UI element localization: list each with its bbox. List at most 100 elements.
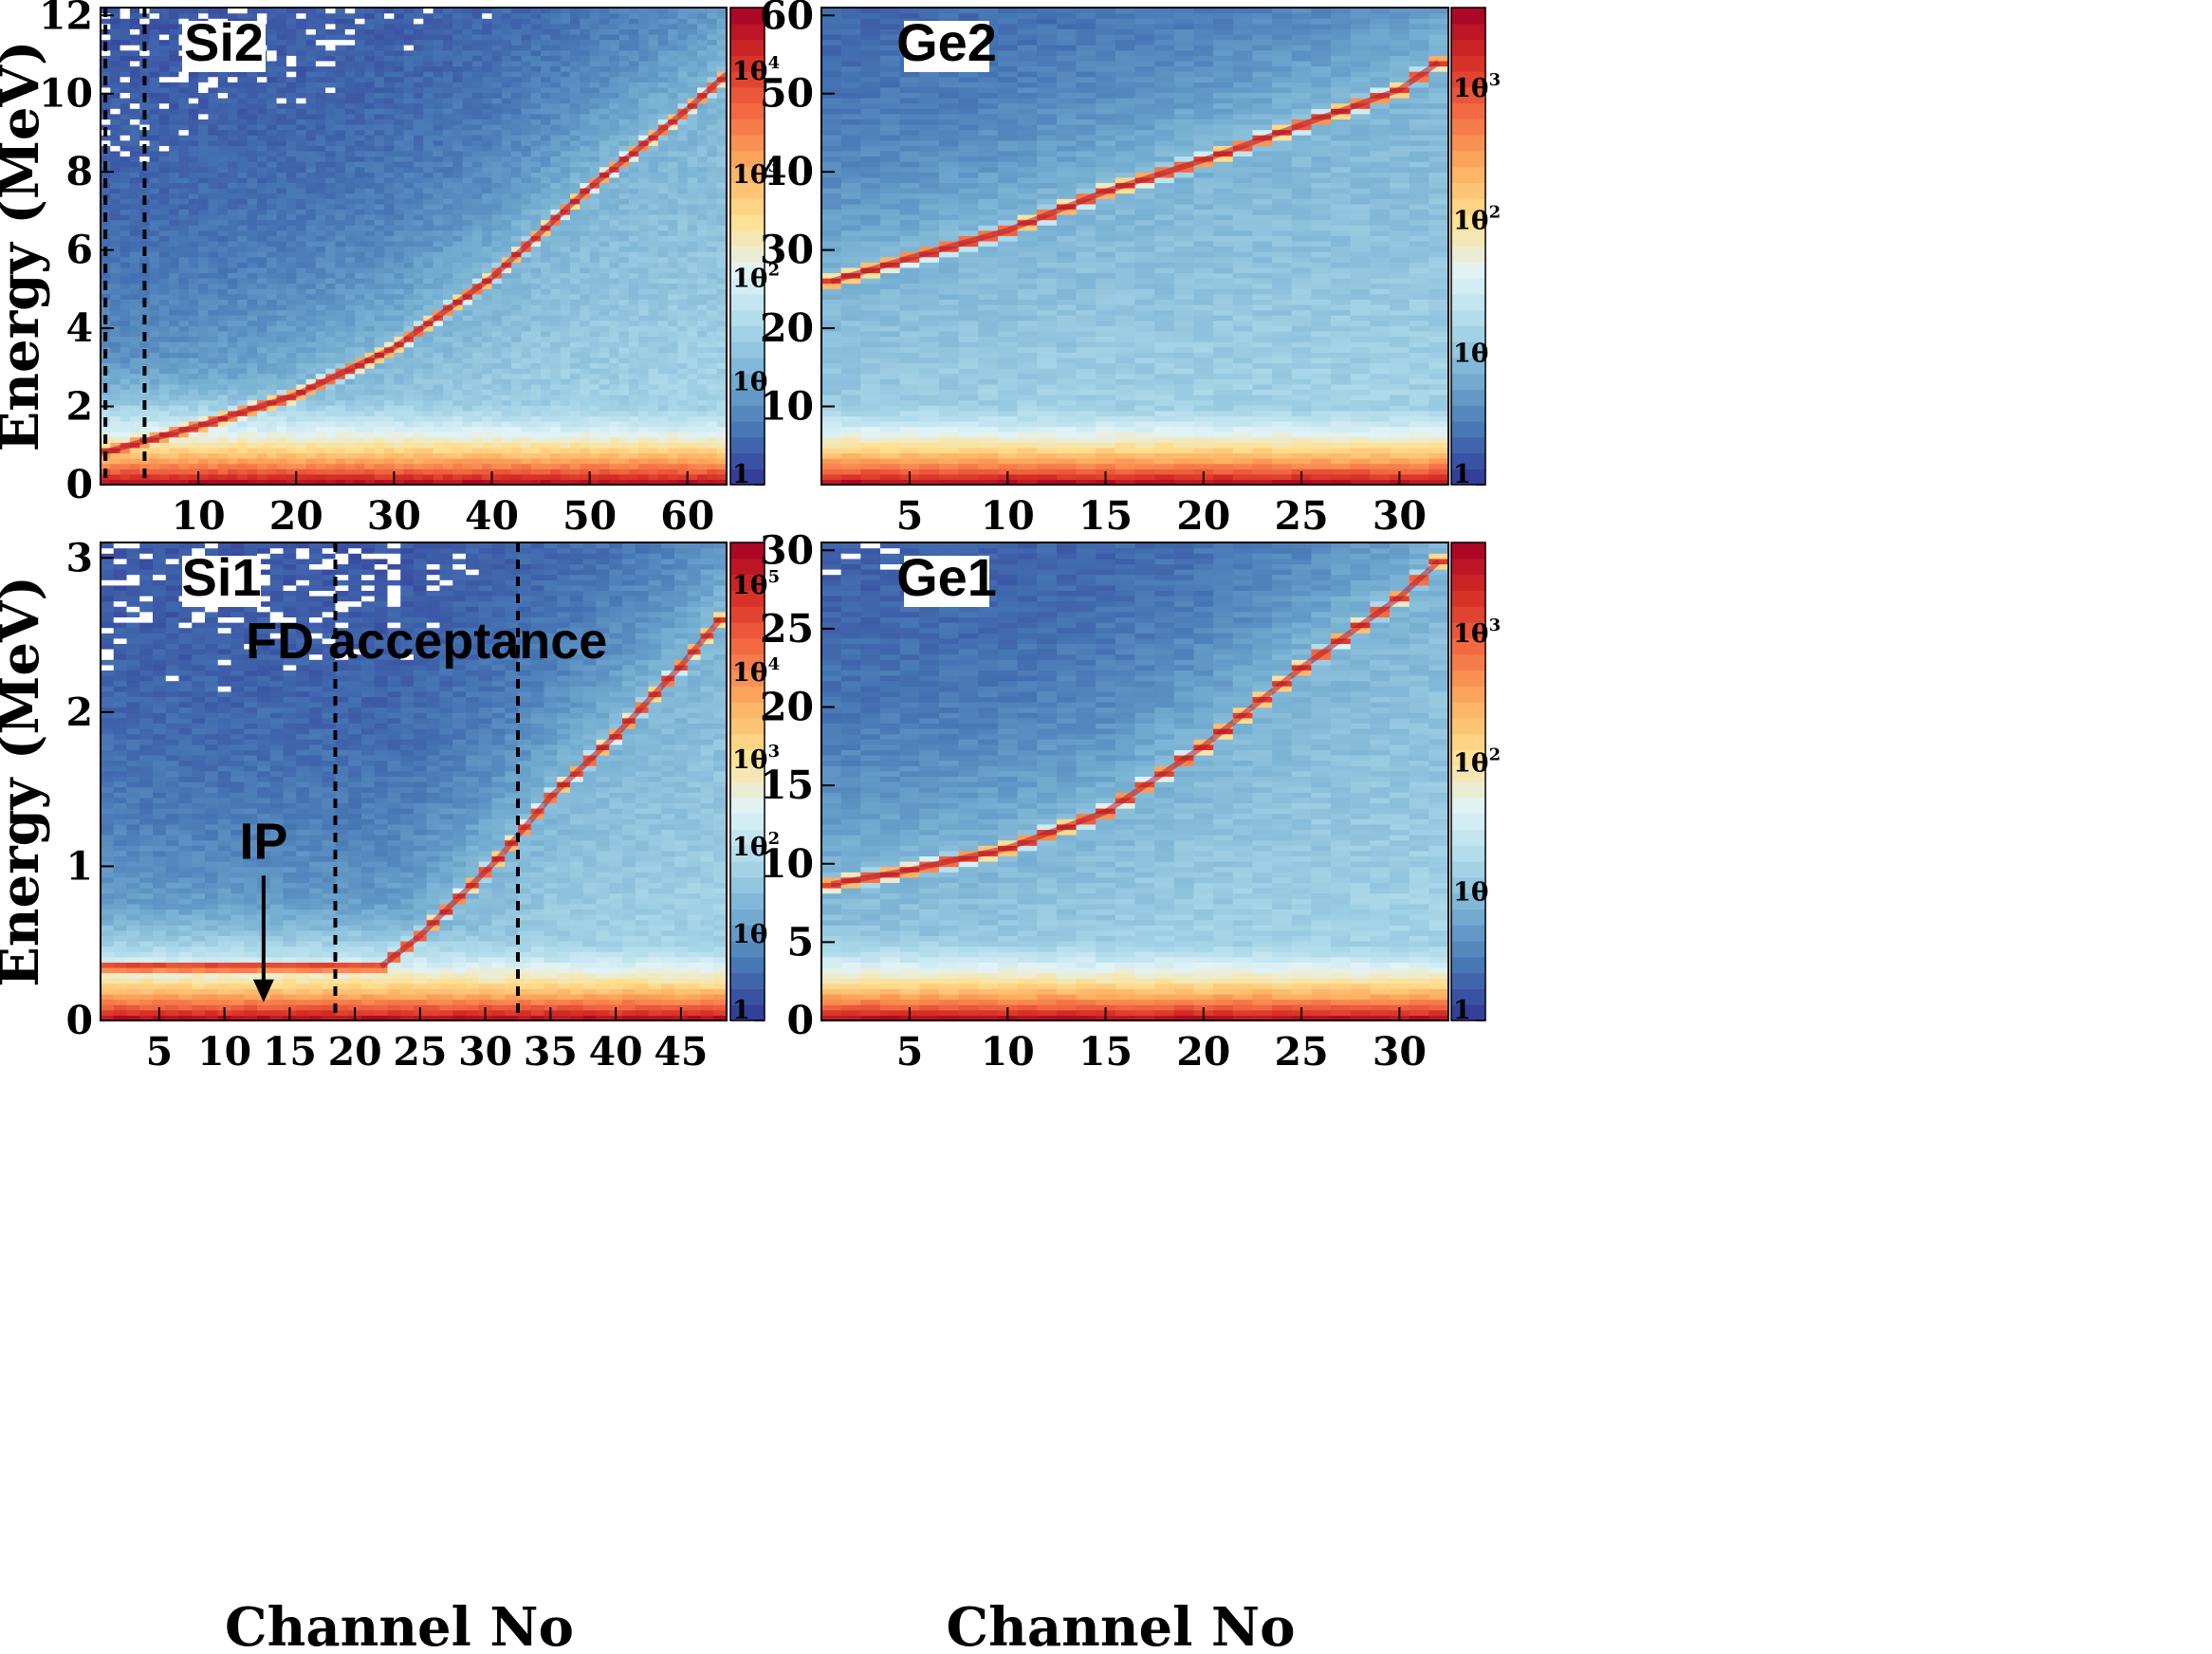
heatmap-cell <box>609 129 620 136</box>
heatmap-cell <box>403 283 415 289</box>
heatmap-cell <box>325 336 337 342</box>
heatmap-cell <box>267 225 278 231</box>
heatmap-cell <box>198 432 210 438</box>
heatmap-cell <box>198 436 210 443</box>
heatmap-cell <box>511 49 523 56</box>
heatmap-cell <box>560 166 571 173</box>
heatmap-cell <box>471 235 483 242</box>
heatmap-cell <box>129 102 140 109</box>
heatmap-cell <box>364 315 376 322</box>
heatmap-cell <box>442 150 453 157</box>
heatmap-cell <box>129 33 140 41</box>
heatmap-cell <box>129 161 140 168</box>
heatmap-cell <box>257 172 267 178</box>
heatmap-cell <box>110 166 121 173</box>
heatmap-cell <box>580 283 591 289</box>
heatmap-cell <box>374 156 385 162</box>
heatmap-cell <box>178 325 190 332</box>
heatmap-cell <box>530 23 542 29</box>
heatmap-cell <box>315 182 326 189</box>
heatmap-cell <box>609 235 620 242</box>
heatmap-cell <box>560 262 571 268</box>
heatmap-cell <box>394 410 405 416</box>
heatmap-cell <box>315 161 326 168</box>
heatmap-cell <box>374 102 385 109</box>
heatmap-cell <box>325 12 337 19</box>
heatmap-cell <box>169 76 180 83</box>
heatmap-cell <box>570 176 581 184</box>
heatmap-cell <box>237 251 249 258</box>
heatmap-cell <box>158 383 170 390</box>
heatmap-cell <box>344 86 356 94</box>
heatmap-cell <box>305 394 317 401</box>
heatmap-cell <box>511 330 523 338</box>
heatmap-cell <box>638 469 650 475</box>
heatmap-cell <box>550 341 562 348</box>
heatmap-cell <box>384 299 395 305</box>
heatmap-cell <box>560 458 571 465</box>
heatmap-cell <box>609 278 620 285</box>
heatmap-cell <box>394 23 405 29</box>
heatmap-cell <box>433 102 444 109</box>
heatmap-cell <box>188 336 199 342</box>
heatmap-cell <box>384 49 395 56</box>
heatmap-cell <box>325 119 337 125</box>
heatmap-cell <box>374 272 385 279</box>
heatmap-cell <box>305 156 317 162</box>
heatmap-cell <box>315 209 326 215</box>
heatmap-cell <box>315 12 326 19</box>
heatmap-cell <box>491 198 503 205</box>
heatmap-cell <box>521 203 532 210</box>
heatmap-cell <box>560 479 571 485</box>
heatmap-cell <box>257 8 267 14</box>
heatmap-cell <box>530 198 542 205</box>
heatmap-cell <box>374 123 385 131</box>
heatmap-cell <box>276 113 287 119</box>
heatmap-cell <box>471 256 483 263</box>
heatmap-cell <box>394 86 405 94</box>
heatmap-cell <box>599 469 610 475</box>
heatmap-cell <box>403 346 415 353</box>
heatmap-cell <box>521 33 532 41</box>
heatmap-cell <box>276 283 287 289</box>
heatmap-cell <box>638 288 650 295</box>
heatmap-cell <box>403 8 415 14</box>
heatmap-cell <box>609 293 620 300</box>
heatmap-cell <box>482 341 493 348</box>
heatmap-cell <box>296 426 307 432</box>
heatmap-cell <box>355 49 366 56</box>
heatmap-cell <box>491 86 503 94</box>
heatmap-cell <box>276 60 287 67</box>
heatmap-cell <box>452 235 464 242</box>
heatmap-cell <box>570 182 581 189</box>
heatmap-cell <box>452 166 464 173</box>
heatmap-cell <box>149 145 160 152</box>
heatmap-cell <box>541 315 551 322</box>
heatmap-cell <box>325 283 337 289</box>
heatmap-cell <box>530 102 542 109</box>
heatmap-cell <box>394 420 405 428</box>
heatmap-cell <box>628 452 639 459</box>
heatmap-cell <box>433 426 444 432</box>
heatmap-cell <box>158 378 170 385</box>
heatmap-cell <box>462 161 473 168</box>
heatmap-cell <box>550 225 562 231</box>
heatmap-cell <box>344 278 356 285</box>
heatmap-cell <box>414 357 424 364</box>
heatmap-cell <box>217 420 229 428</box>
heatmap-cell <box>580 176 591 184</box>
heatmap-cell <box>198 176 210 184</box>
heatmap-cell <box>530 45 542 51</box>
heatmap-cell <box>541 299 551 305</box>
heatmap-cell <box>628 373 639 379</box>
heatmap-cell <box>344 39 356 46</box>
heatmap-cell <box>178 394 190 401</box>
heatmap-cell <box>384 123 395 131</box>
heatmap-cell <box>178 315 190 322</box>
heatmap-cell <box>158 394 170 401</box>
heatmap-cell <box>609 368 620 375</box>
heatmap-cell <box>169 309 180 316</box>
heatmap-cell <box>580 219 591 226</box>
heatmap-cell <box>247 293 258 300</box>
heatmap-cell <box>609 341 620 348</box>
